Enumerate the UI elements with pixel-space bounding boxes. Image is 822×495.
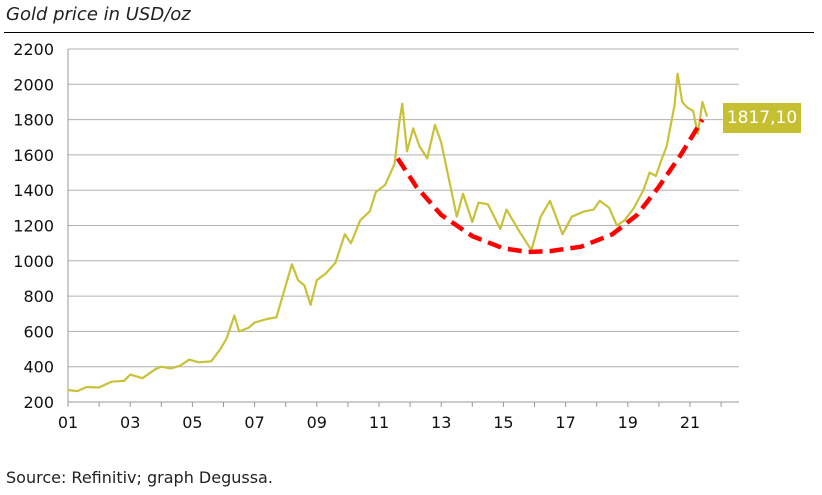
x-tick-label: 05 xyxy=(182,413,202,432)
y-tick-label: 2000 xyxy=(13,75,54,94)
x-tick-label: 13 xyxy=(431,413,451,432)
x-tick-label: 03 xyxy=(120,413,140,432)
y-tick-label: 400 xyxy=(23,358,54,377)
chart-title: Gold price in USD/oz xyxy=(6,4,191,25)
x-tick-label: 09 xyxy=(307,413,327,432)
title-divider xyxy=(4,32,814,33)
y-tick-label: 200 xyxy=(23,393,54,412)
y-tick-label: 1200 xyxy=(13,217,54,236)
x-tick-label: 11 xyxy=(369,413,389,432)
y-tick-label: 1400 xyxy=(13,181,54,200)
source-note: Source: Refinitiv; graph Degussa. xyxy=(6,468,273,487)
y-tick-label: 1000 xyxy=(13,252,54,271)
y-tick-label: 800 xyxy=(23,287,54,306)
x-tick-label: 21 xyxy=(680,413,700,432)
gold-price-line xyxy=(67,72,709,393)
y-tick-label: 1600 xyxy=(13,146,54,165)
x-tick-label: 01 xyxy=(58,413,78,432)
y-tick-label: 1800 xyxy=(13,111,54,130)
y-tick-label: 2200 xyxy=(13,40,54,59)
x-tick-label: 19 xyxy=(618,413,638,432)
trend-line-dashed xyxy=(395,118,705,255)
x-tick-label: 07 xyxy=(244,413,264,432)
last-value-label: 1817,10 xyxy=(723,103,801,133)
x-tick-label: 15 xyxy=(493,413,513,432)
y-tick-label: 600 xyxy=(23,322,54,341)
x-tick-label: 17 xyxy=(555,413,575,432)
